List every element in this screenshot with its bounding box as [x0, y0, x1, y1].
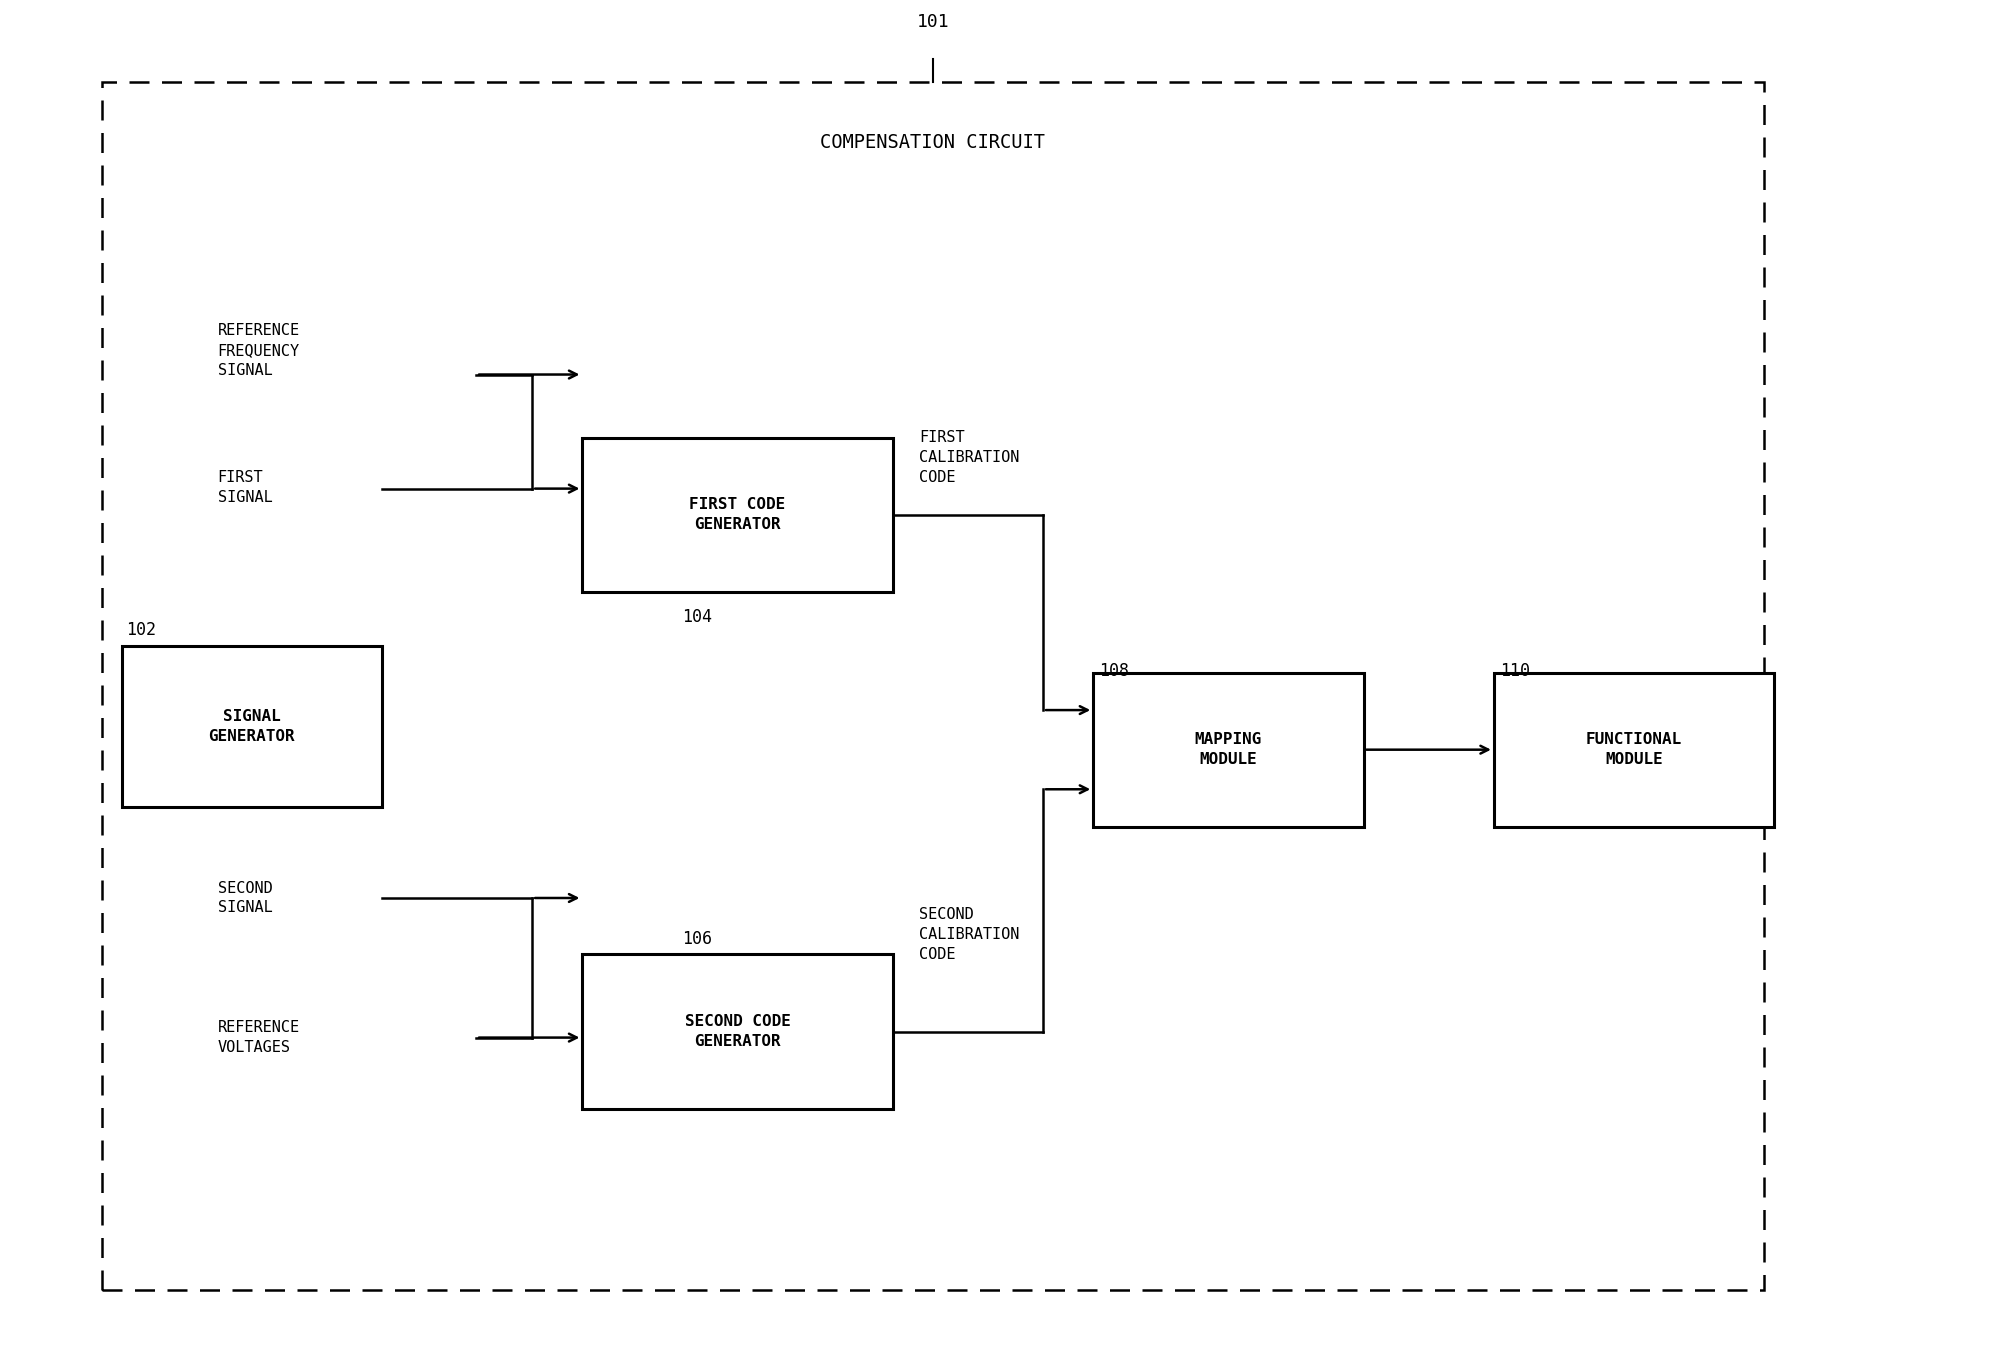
Text: 108: 108: [1099, 662, 1129, 679]
Text: 102: 102: [126, 621, 156, 639]
Text: FIRST
SIGNAL: FIRST SIGNAL: [219, 469, 273, 504]
FancyBboxPatch shape: [581, 437, 892, 592]
Text: FIRST CODE
GENERATOR: FIRST CODE GENERATOR: [690, 498, 786, 533]
FancyBboxPatch shape: [1093, 672, 1363, 827]
Text: REFERENCE
FREQUENCY
SIGNAL: REFERENCE FREQUENCY SIGNAL: [219, 323, 299, 378]
Text: SECOND
SIGNAL: SECOND SIGNAL: [219, 881, 273, 916]
Text: REFERENCE
VOLTAGES: REFERENCE VOLTAGES: [219, 1021, 299, 1054]
Text: 101: 101: [916, 13, 948, 31]
FancyBboxPatch shape: [102, 82, 1762, 1290]
Text: 110: 110: [1500, 662, 1530, 679]
Text: 106: 106: [682, 931, 712, 948]
Text: SECOND CODE
GENERATOR: SECOND CODE GENERATOR: [684, 1014, 790, 1049]
FancyBboxPatch shape: [1494, 672, 1772, 827]
FancyBboxPatch shape: [122, 646, 381, 807]
FancyBboxPatch shape: [581, 955, 892, 1108]
Text: SECOND
CALIBRATION
CODE: SECOND CALIBRATION CODE: [918, 907, 1019, 962]
Text: FUNCTIONAL
MODULE: FUNCTIONAL MODULE: [1586, 732, 1682, 767]
Text: 104: 104: [682, 608, 712, 625]
Text: SIGNAL
GENERATOR: SIGNAL GENERATOR: [209, 709, 295, 744]
Text: FIRST
CALIBRATION
CODE: FIRST CALIBRATION CODE: [918, 430, 1019, 486]
Text: MAPPING
MODULE: MAPPING MODULE: [1195, 732, 1261, 767]
Text: COMPENSATION CIRCUIT: COMPENSATION CIRCUIT: [820, 133, 1045, 152]
